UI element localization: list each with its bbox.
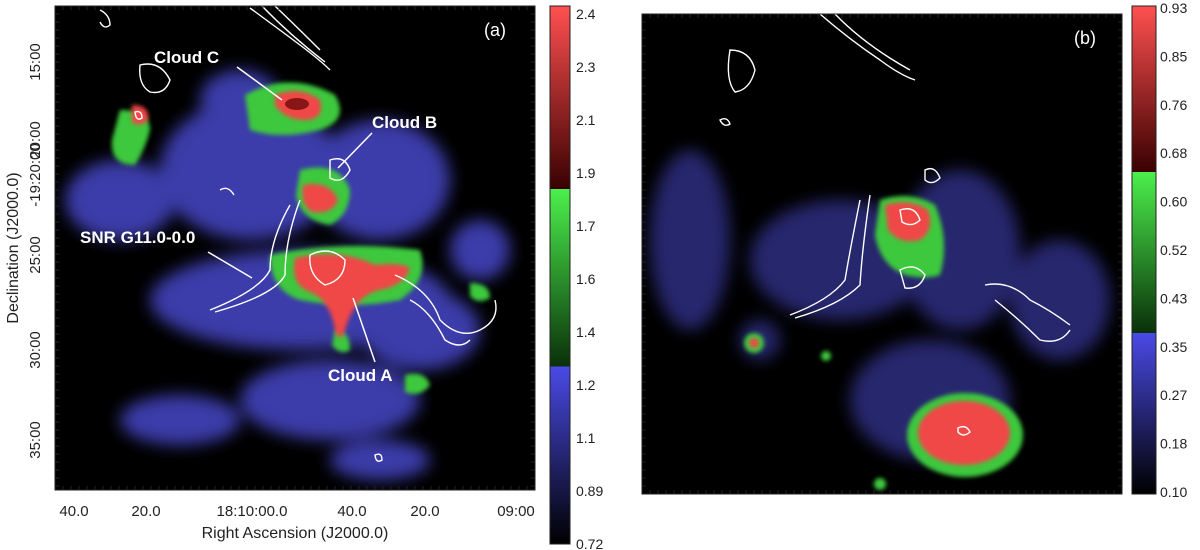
annotation-cloud-b: Cloud B <box>372 113 437 132</box>
colorbar-tick-label: 0.52 <box>1160 242 1187 258</box>
x-tick-label: 20.0 <box>410 503 439 520</box>
colorbar-tick-label: 0.43 <box>1160 290 1187 306</box>
panel-b-colorbar <box>1131 5 1157 495</box>
y-tick-label: -19:20:00 <box>27 143 44 206</box>
panel-a-colorbar <box>549 5 571 545</box>
colorbar-tick-label: 2.1 <box>576 112 596 128</box>
colorbar-tick-label: 0.35 <box>1160 339 1187 355</box>
y-tick-label: 30:00 <box>27 331 44 369</box>
colorbar-tick-label: 0.85 <box>1160 48 1187 64</box>
colorbar-tick-label: 0.76 <box>1160 97 1187 113</box>
colorbar-tick-label: 1.9 <box>576 165 596 181</box>
colorbar-tick-label: 1.4 <box>576 324 596 340</box>
y-tick-label: 20:00 <box>27 121 44 159</box>
colorbar-tick-label: 1.1 <box>576 430 596 446</box>
colorbar-tick-label: 0.68 <box>1160 145 1187 161</box>
x-tick-label: 40.0 <box>337 503 366 520</box>
y-tick-label: 35:00 <box>27 421 44 459</box>
colorbar-tick-label: 0.89 <box>576 483 603 499</box>
y-tick-label: 15:00 <box>27 43 44 81</box>
panel-a-emission <box>65 6 510 480</box>
colorbar-tick-label: 0.10 <box>1160 484 1187 500</box>
colorbar-tick-label: 0.93 <box>1160 0 1187 16</box>
colorbar-tick-label: 1.7 <box>576 218 596 234</box>
colorbar-tick-label: 1.2 <box>576 377 596 393</box>
x-tick-label: 09:00 <box>497 503 535 520</box>
panel-a: (a) Cloud C Cloud B SNR G11.0-0.0 Cloud … <box>5 5 603 550</box>
colorbar-tick-label: 1.6 <box>576 271 596 287</box>
x-tick-label: 40.0 <box>59 503 88 520</box>
x-tick-label: 18:10:00.0 <box>217 503 288 520</box>
panel-b-label: (b) <box>1074 28 1096 48</box>
panel-b-emission <box>650 14 1110 490</box>
colorbar-tick-label: 0.18 <box>1160 436 1187 452</box>
colorbar-tick-label: 0.27 <box>1160 387 1187 403</box>
colorbar-tick-label: 0.60 <box>1160 194 1187 210</box>
panel-a-x-axis-title: Right Ascension (J2000.0) <box>202 525 389 542</box>
panel-b: (b) 0.93 0.85 0.76 0.68 0.60 0.52 0.43 0.35 0.27… <box>641 0 1187 500</box>
panel-a-x-tick-labels: 40.0 20.0 18:10:00.0 40.0 20.0 09:00 <box>59 503 534 520</box>
y-tick-label: 25:00 <box>27 236 44 274</box>
colorbar-tick-label: 2.3 <box>576 59 596 75</box>
annotation-cloud-a: Cloud A <box>328 366 393 385</box>
panel-a-label: (a) <box>484 20 506 40</box>
panel-b-colorbar-ticks: 0.93 0.85 0.76 0.68 0.60 0.52 0.43 0.35 0.27 0.18… <box>1160 0 1187 500</box>
panel-a-y-axis-title: Declination (J2000.0) <box>5 172 22 323</box>
colorbar-tick-label: 0.72 <box>576 536 603 550</box>
panel-a-colorbar-ticks: 2.4 2.3 2.1 1.9 1.7 1.6 1.4 1.2 1.1 0.89 0.72 <box>576 6 603 550</box>
annotation-snr: SNR G11.0-0.0 <box>80 228 195 247</box>
panel-b-contours <box>719 14 1071 436</box>
x-tick-label: 20.0 <box>131 503 160 520</box>
annotation-cloud-c: Cloud C <box>154 48 219 67</box>
colorbar-tick-label: 2.4 <box>576 6 596 22</box>
panel-a-y-tick-labels: 15:00 20:00 -19:20:00 25:00 30:00 35:00 <box>27 43 44 459</box>
